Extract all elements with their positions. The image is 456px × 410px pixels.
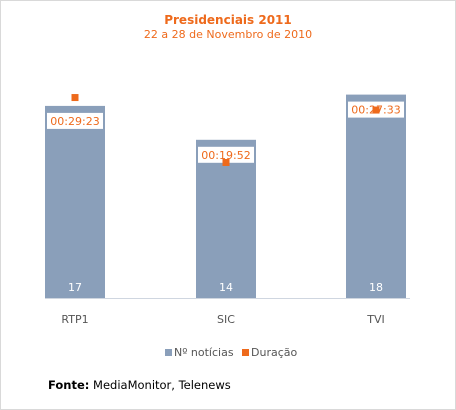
category-label: SIC [217, 313, 235, 326]
duration-label: 00:19:52 [201, 149, 250, 162]
legend-swatch-noticias [165, 349, 172, 356]
duration-label-box [47, 112, 103, 129]
bar-value-label: 17 [68, 281, 82, 294]
legend-swatch-duracao [242, 349, 249, 356]
category-label: RTP1 [61, 313, 88, 326]
category-label: TVI [366, 313, 385, 326]
source-note: Fonte: MediaMonitor, Telenews [48, 378, 231, 392]
duration-label-box [198, 146, 254, 163]
legend-label-noticias: Nº notícias [174, 346, 234, 359]
source-label: Fonte: [48, 378, 90, 392]
source-text: MediaMonitor, Telenews [89, 378, 231, 392]
duration-marker [372, 106, 380, 114]
duration-marker [222, 158, 230, 166]
chart-subtitle: 22 a 28 de Novembro de 2010 [144, 28, 312, 41]
bar-value-label: 18 [369, 281, 383, 294]
bar-tvi [346, 94, 406, 298]
legend-label-duracao: Duração [251, 346, 297, 359]
duration-label: 00:29:23 [50, 115, 99, 128]
chart-title: Presidenciais 2011 [164, 13, 292, 27]
legend: Nº notícias Duração [165, 346, 297, 359]
bar-value-label: 14 [219, 281, 233, 294]
bar-sic [196, 139, 256, 298]
bar-rtp1 [45, 105, 105, 299]
duration-marker [71, 94, 79, 102]
